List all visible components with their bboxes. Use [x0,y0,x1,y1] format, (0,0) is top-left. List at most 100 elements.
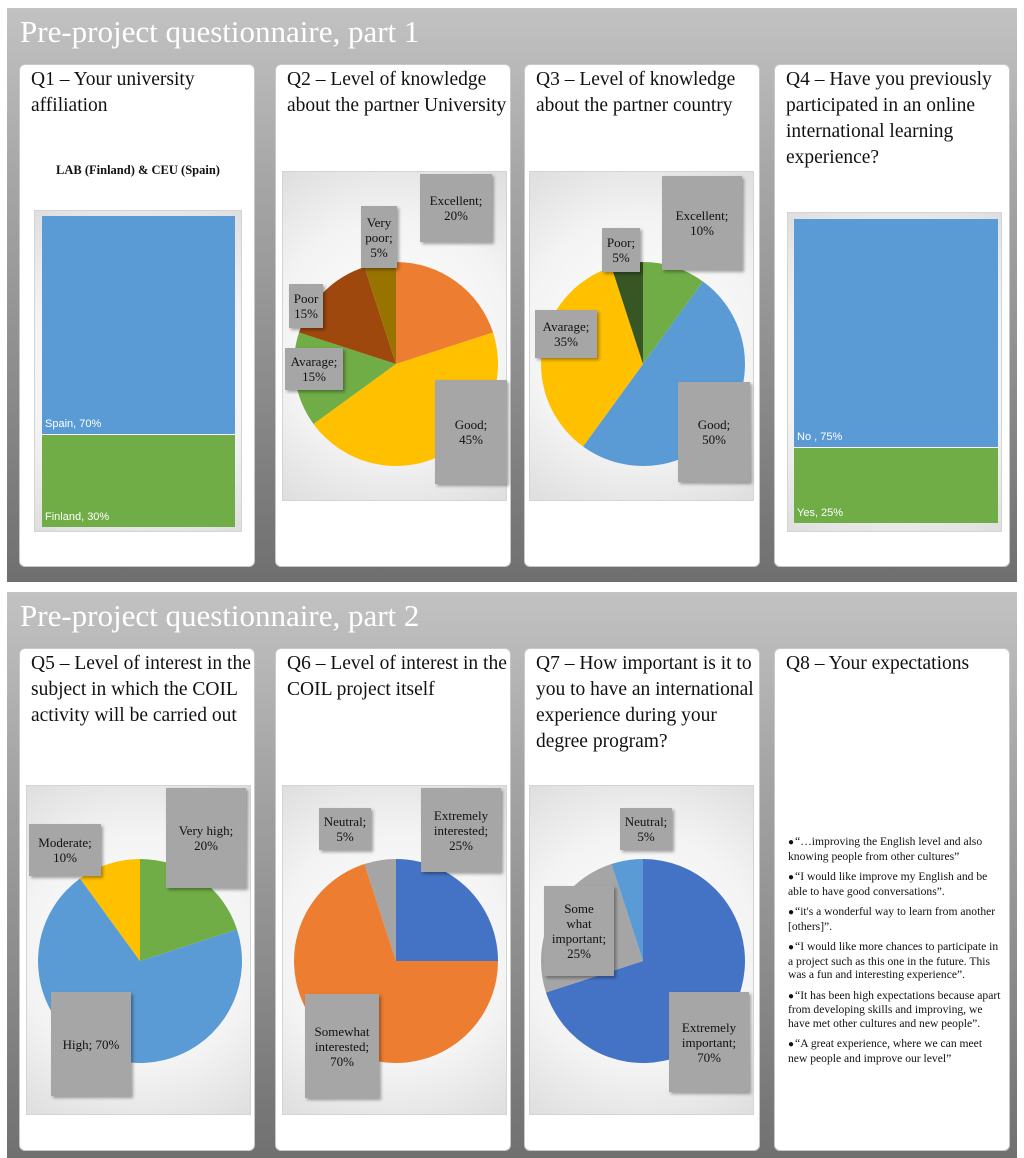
pie-label-line: Extremely [433,807,489,823]
pie-data-label: Excellent; 20% [420,174,492,242]
pie-label-line: important; [551,931,607,946]
card-q4: Q4 – Have you previously participated in… [774,64,1010,567]
pie-data-label: Some what important; 25% [544,886,614,976]
pie-label-line: High; 70% [62,1036,120,1052]
quote-item: “I would like improve my English and be … [788,870,1004,898]
pie-data-label: Avarage; 15% [285,348,343,390]
chart-q3: Excellent; 10% Good; 50% Avarage; 35% Poor; 5% [529,171,754,501]
pie-label-line: 5% [336,829,354,844]
pie-slice-moderate [80,859,140,961]
pie-label-line: Very high; [178,823,234,838]
pie-data-label: Very high; 20% [166,788,246,888]
card-title: Q5 – Level of interest in the subject in… [31,653,251,726]
bar-data-label: Spain, 70% [45,417,102,430]
pie-data-label: Poor 15% [289,284,323,328]
pie-data-label: Poor; 5% [602,228,640,272]
pie-data-label: Excellent; 10% [662,176,742,270]
pie-label-line: 70% [697,1049,721,1065]
pie-data-label: Somewhat interested; 70% [305,994,379,1098]
pie-data-label: Neutral; 5% [620,808,672,850]
card-q5: Q5 – Level of interest in the subject in… [19,648,255,1151]
card-title: Q8 – Your expectations [786,653,970,674]
pie-label-line: important; [681,1034,737,1050]
pie-label-line: Excellent; [675,208,729,223]
pie-label-line: 20% [194,838,218,853]
pie-label-line: 5% [370,244,388,260]
card-q7: Q7 – How important is it to you to have … [524,648,760,1151]
pie-label-line: Neutral; [323,814,367,829]
pie-label-line: Extremely [681,1019,737,1035]
bar-segment-yes [794,447,998,523]
pie-label-line: Good; [454,417,488,432]
card-q3: Q3 – Level of knowledge about the partne… [524,64,760,567]
pie-label-line: 25% [567,946,591,961]
pie-slice-excellent [643,262,703,364]
pie-slice-very-poor [364,262,396,364]
bar-segment-finland [42,433,235,527]
card-q1: Q1 – Your university affiliation LAB (Fi… [19,64,255,567]
pie-slice-poor [611,262,643,364]
bar-data-label: Finland, 30% [45,511,110,523]
slide-title: Pre-project questionnaire, part 2 [20,598,420,633]
pie-label-line: interested; [433,822,489,838]
bar-data-label: Yes, 25% [797,507,844,519]
card-title: Q2 – Level of knowledge about the partne… [287,69,507,116]
chart-q4: No , 75% Yes, 25% [787,212,1002,532]
pie-data-label: Extremely interested; 25% [421,788,501,872]
pie-label-line: what [566,916,592,931]
card-title: Q4 – Have you previously participated in… [786,69,992,168]
pie-label-line: 15% [294,306,318,321]
quote-item: “A great experience, where we can meet n… [788,1037,1004,1065]
pie-label-line: Poor; [606,235,636,250]
pie-label-line: 35% [554,334,578,349]
pie-data-label: Avarage; 35% [535,310,597,358]
pie-slice-excellent [396,262,494,364]
pie-label-line: Poor [293,291,319,306]
pie-label-line: 10% [690,223,714,238]
pie-label-line: Excellent; [429,193,483,208]
pie-label-line: Somewhat [314,1023,370,1039]
bar-data-label: No , 75% [797,431,843,443]
pie-label-line: 20% [444,208,468,223]
bar-segment-spain [42,216,235,434]
pie-data-label: High; 70% [51,992,131,1096]
pie-label-line: 50% [702,432,726,447]
chart-q7: Extremely important; 70% Some what important;… [529,785,754,1115]
quote-item: “It has been high expectations because a… [788,989,1004,1031]
slide-title: Pre-project questionnaire, part 1 [20,14,420,49]
pie-label-line: poor; [365,229,393,245]
card-title: Q3 – Level of knowledge about the partne… [536,69,736,116]
quote-item: “I would like more chances to participat… [788,940,1004,982]
pie-label-line: 45% [459,432,483,447]
card-q6: Q6 – Level of interest in the COIL proje… [275,648,511,1151]
pie-slice-very-high [140,859,238,961]
pie-label-line: interested; [314,1038,370,1054]
card-title: Q7 – How important is it to you to have … [536,653,754,752]
pie-label-line: 15% [302,369,326,384]
card-title: Q6 – Level of interest in the COIL proje… [287,653,507,700]
card-q2: Q2 – Level of knowledge about the partne… [275,64,511,567]
pie-label-line: Avarage; [290,354,338,369]
pie-label-line: 70% [330,1053,354,1069]
chart-q6: Extremely interested; 25% Somewhat intereste… [282,785,507,1115]
pie-label-line: 5% [612,250,630,265]
pie-label-line: Moderate; [38,835,92,850]
pie-slice-poor [298,266,396,364]
pie-label-line: Good; [697,417,731,432]
pie-slice-neutral [364,859,396,961]
pie-label-line: Some [564,901,594,916]
pie-slice-neutral [611,859,643,961]
slide-part-1: Pre-project questionnaire, part 1 Q1 – Y… [7,8,1017,582]
quote-item: “…improving the English level and also k… [788,835,1004,863]
card-title: Q1 – Your university affiliation [31,69,195,116]
chart-q2: Excellent; 20% Good; 45% Avarage; 15% Poor 15% V… [282,171,507,501]
pie-label-line: 5% [637,829,655,844]
card-q8: Q8 – Your expectations “…improving the E… [774,648,1010,1151]
pie-data-label: Moderate; 10% [29,824,101,876]
expectations-list: “…improving the English level and also k… [788,835,1004,1072]
pie-label-line: 10% [53,850,77,865]
pie-data-label: Good; 45% [435,380,507,484]
chart-q1: Spain, 70% Finland, 30% [34,210,242,532]
pie-label-line: Neutral; [624,814,668,829]
pie-data-label: Extremely important; 70% [669,992,749,1092]
